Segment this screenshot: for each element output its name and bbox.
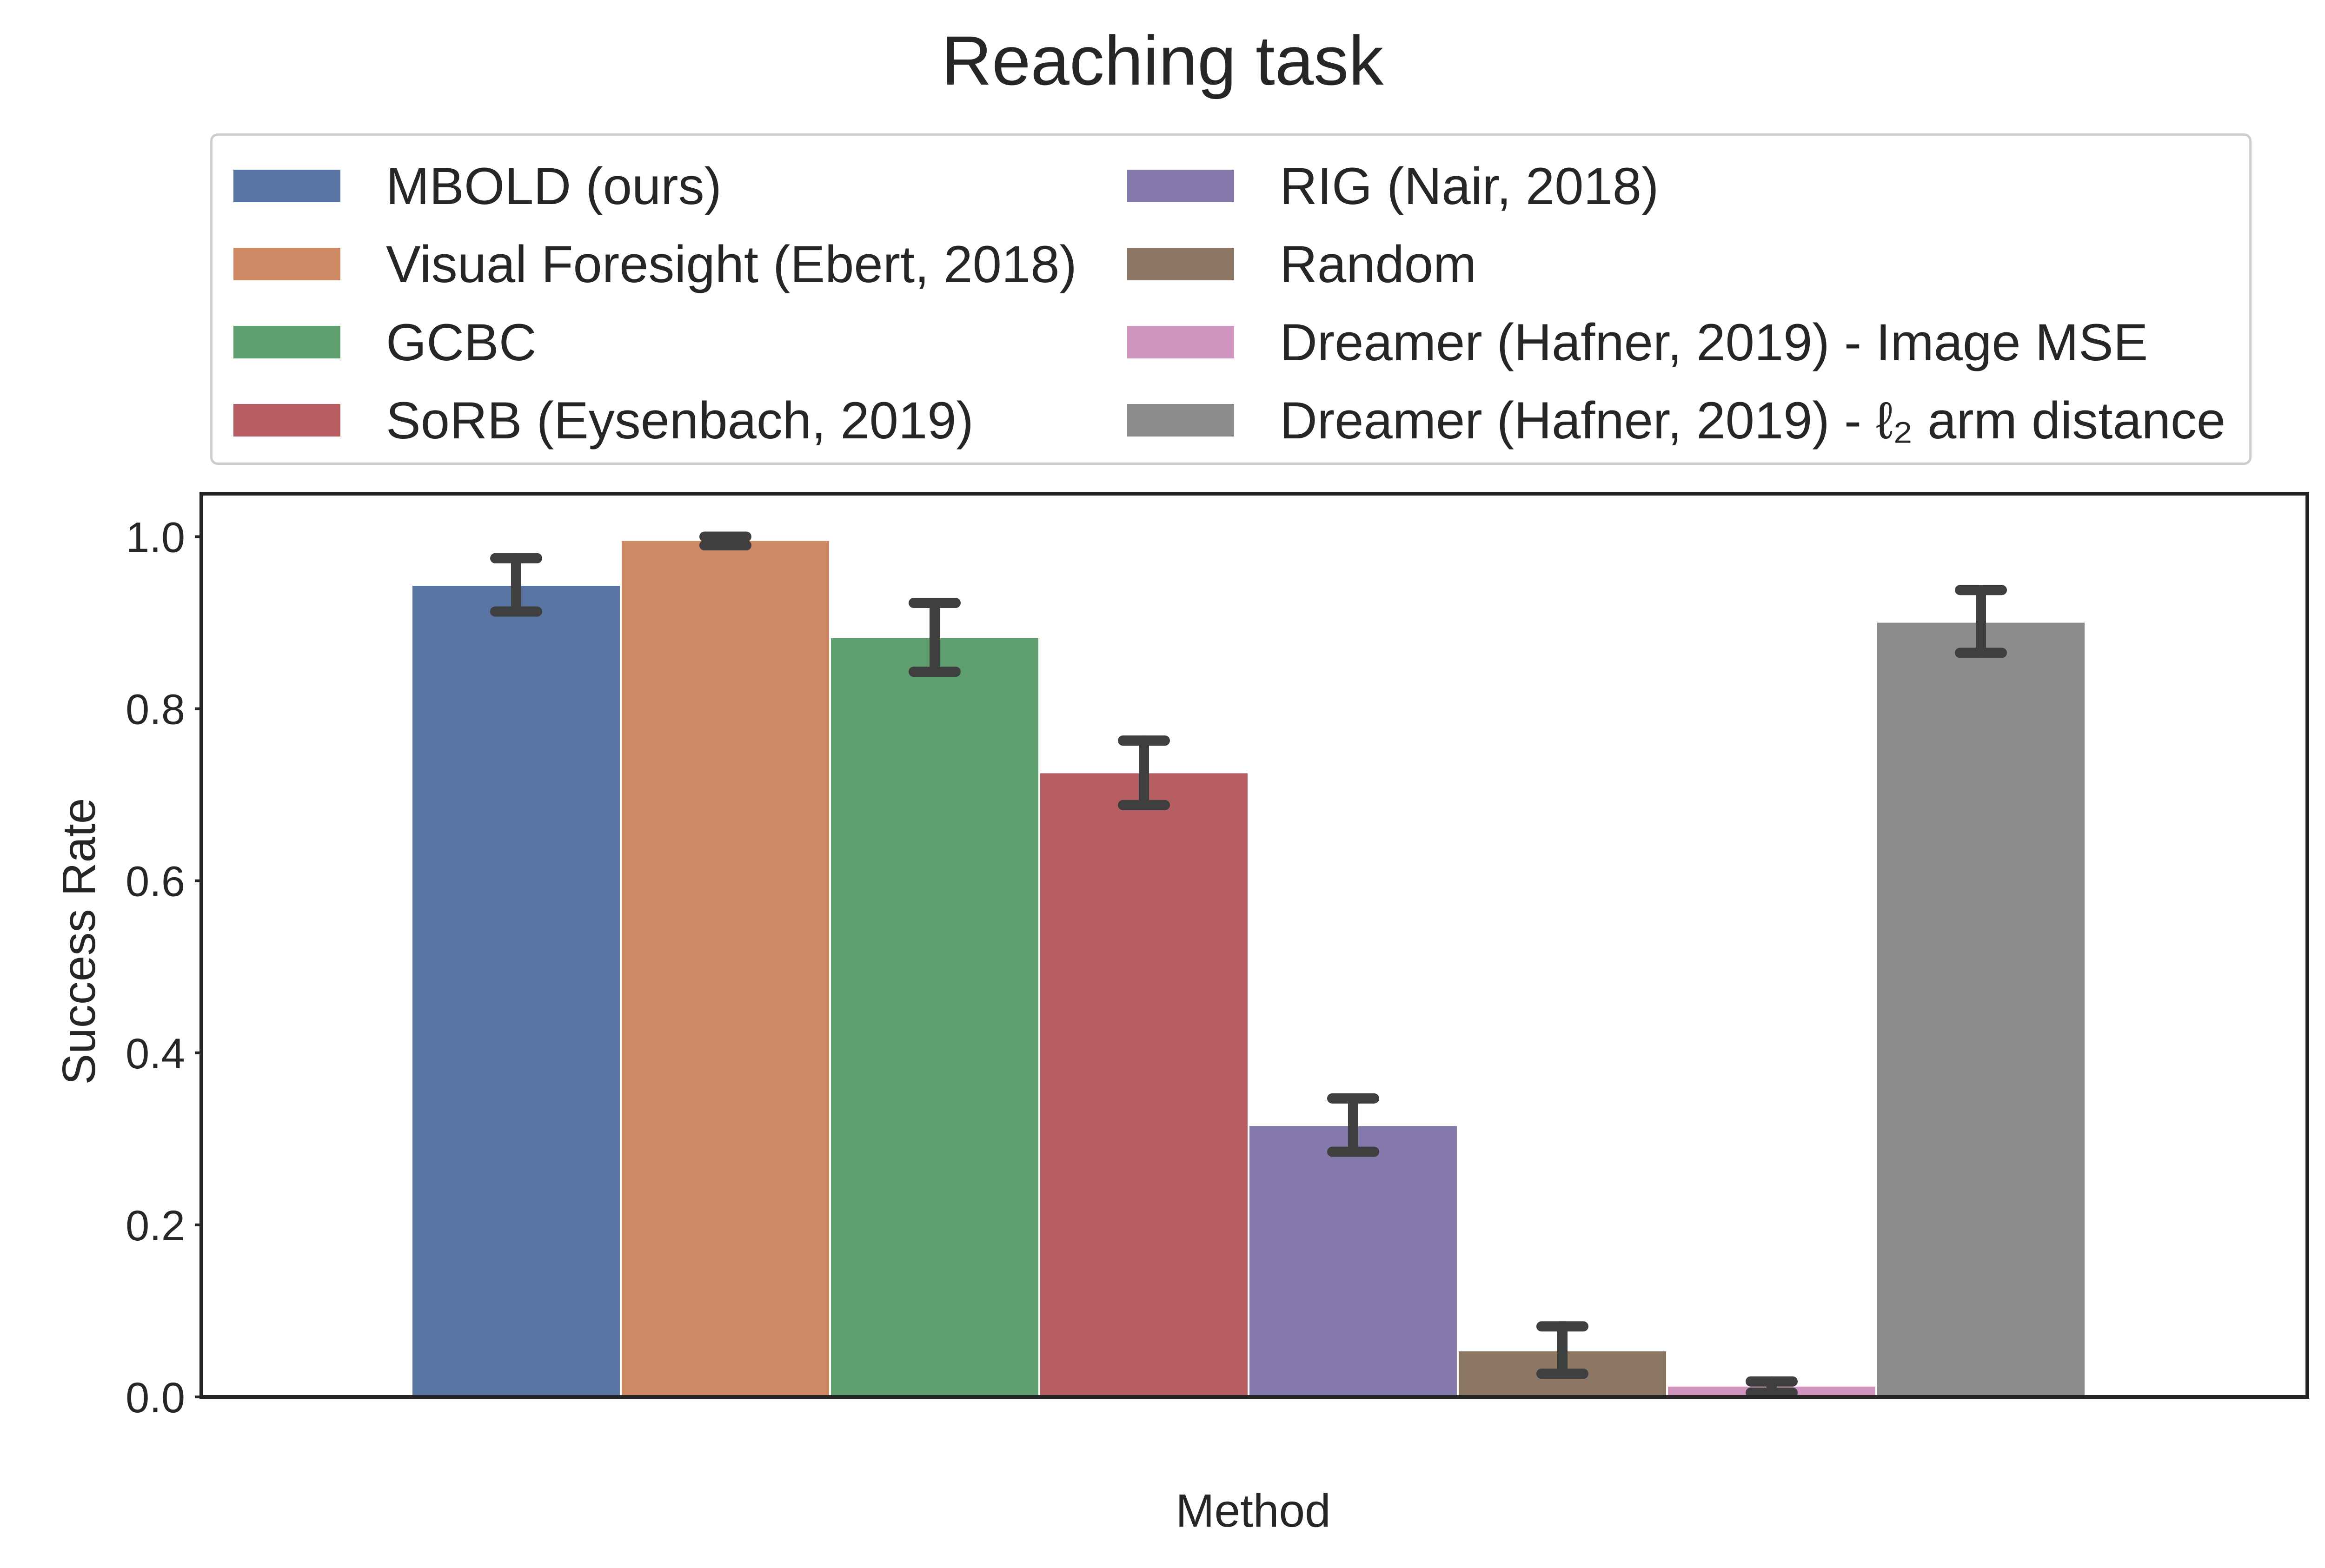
x-axis-label: Method xyxy=(1176,1485,1331,1537)
y-tick-label-2: 0.4 xyxy=(126,1030,185,1078)
error-bar-5 xyxy=(1327,1093,1379,1157)
legend-label-rig: RIG (Nair, 2018) xyxy=(1280,157,1659,215)
error-bar-8 xyxy=(1955,585,2007,658)
legend-item-sorb: SoRB (Eysenbach, 2019) xyxy=(233,385,974,455)
bar-2 xyxy=(622,541,829,1397)
chart-title: Reaching task xyxy=(941,21,1384,99)
legend-swatch-rig xyxy=(1127,170,1234,202)
legend-label-dreamer-l2: Dreamer (Hafner, 2019) - ℓ₂ arm distance xyxy=(1280,391,2226,450)
bar-5 xyxy=(1249,1126,1457,1397)
legend-label-sorb: SoRB (Eysenbach, 2019) xyxy=(386,391,974,450)
legend-item-random: Random xyxy=(1127,229,1476,299)
legend-item-dreamer-l2: Dreamer (Hafner, 2019) - ℓ₂ arm distance xyxy=(1127,385,2225,455)
bar-4 xyxy=(1040,773,1248,1397)
legend-swatch-gcbc xyxy=(233,326,340,358)
error-bar-2 xyxy=(699,531,751,551)
y-tick-label-5: 1.0 xyxy=(126,514,185,562)
legend-label-dreamer-mse: Dreamer (Hafner, 2019) - Image MSE xyxy=(1280,313,2148,371)
error-bar-1 xyxy=(490,553,542,617)
legend-item-mbold: MBOLD (ours) xyxy=(233,151,722,221)
legend-swatch-random xyxy=(1127,248,1234,280)
y-axis-label: Success Rate xyxy=(53,798,105,1085)
error-bar-6 xyxy=(1536,1321,1588,1379)
plot-frame xyxy=(199,492,2309,1399)
legend-label-visual-foresight: Visual Foresight (Ebert, 2018) xyxy=(386,235,1077,293)
legend-swatch-dreamer-mse xyxy=(1127,326,1234,358)
legend-swatch-sorb xyxy=(233,404,340,437)
y-tick-label-3: 0.6 xyxy=(126,858,185,906)
y-tick-label-4: 0.8 xyxy=(126,686,185,734)
legend-swatch-mbold xyxy=(233,170,340,202)
y-tick-label-0: 0.0 xyxy=(126,1374,185,1422)
error-bar-3 xyxy=(909,598,961,677)
legend-swatch-dreamer-l2 xyxy=(1127,404,1234,437)
y-tick-label-1: 0.2 xyxy=(126,1202,185,1250)
legend-item-visual-foresight: Visual Foresight (Ebert, 2018) xyxy=(233,229,1077,299)
error-bar-7 xyxy=(1746,1376,1798,1398)
bar-8 xyxy=(1877,622,2085,1397)
legend-item-dreamer-mse: Dreamer (Hafner, 2019) - Image MSE xyxy=(1127,307,2148,377)
legend-label-random: Random xyxy=(1280,235,1477,293)
legend-label-mbold: MBOLD (ours) xyxy=(386,157,722,215)
bar-1 xyxy=(412,586,620,1397)
bar-3 xyxy=(831,638,1038,1397)
legend-item-rig: RIG (Nair, 2018) xyxy=(1127,151,1659,221)
error-bar-4 xyxy=(1118,735,1170,810)
legend-swatch-visual-foresight xyxy=(233,248,340,280)
legend-item-gcbc: GCBC xyxy=(233,307,537,377)
legend-label-gcbc: GCBC xyxy=(386,313,537,371)
legend: MBOLD (ours) Visual Foresight (Ebert, 20… xyxy=(210,133,2252,465)
